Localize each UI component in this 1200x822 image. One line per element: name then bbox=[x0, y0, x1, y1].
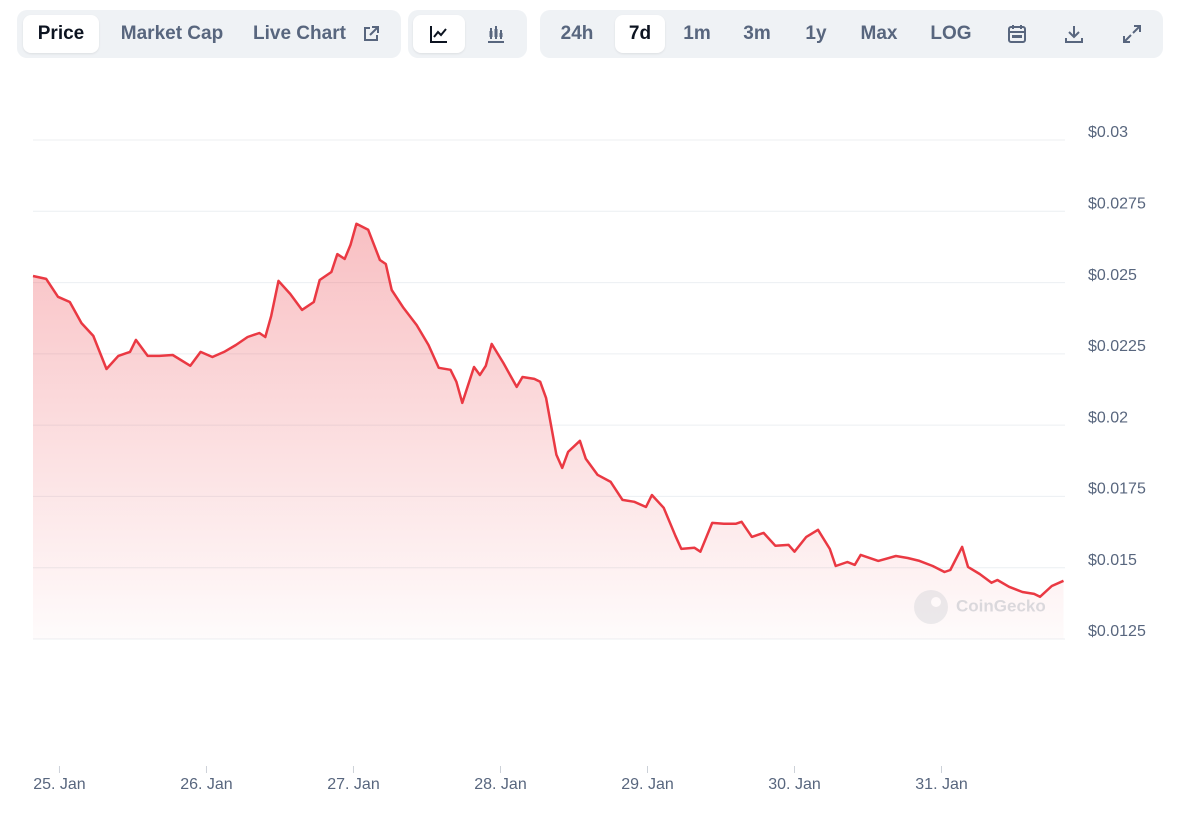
x-tick-label: 31. Jan bbox=[915, 776, 967, 793]
y-tick-label: $0.02 bbox=[1088, 409, 1128, 426]
tab-group: Price Market Cap Live Chart bbox=[17, 10, 401, 58]
range[interactable]: 1m bbox=[683, 23, 711, 44]
watermark-text: CoinGecko bbox=[956, 596, 1046, 615]
x-tick-label: 26. Jan bbox=[180, 776, 232, 793]
x-tick-label: 29. Jan bbox=[621, 776, 673, 793]
tab[interactable]: Price bbox=[23, 15, 99, 53]
y-tick-label: $0.015 bbox=[1088, 552, 1137, 569]
range[interactable]: 3m bbox=[743, 23, 771, 44]
y-tick-label: $0.025 bbox=[1088, 267, 1137, 284]
download-button[interactable] bbox=[1052, 15, 1096, 53]
area bbox=[33, 223, 1064, 640]
line-chart-button[interactable] bbox=[413, 15, 465, 53]
tab[interactable]: Live Chart bbox=[253, 23, 346, 44]
fullscreen-button[interactable] bbox=[1110, 15, 1154, 53]
y-tick-label: $0.0125 bbox=[1088, 623, 1146, 640]
y-tick-label: $0.0275 bbox=[1088, 196, 1146, 213]
price-line bbox=[32, 222, 1065, 599]
y-tick-label: $0.03 bbox=[1088, 124, 1128, 141]
calendar-button[interactable] bbox=[995, 15, 1039, 53]
x-tick-label: 28. Jan bbox=[474, 776, 526, 793]
range[interactable]: 24h bbox=[560, 23, 594, 44]
external-icon bbox=[364, 26, 379, 41]
x-tick-label: 25. Jan bbox=[33, 776, 85, 793]
range[interactable]: 7d bbox=[615, 15, 665, 53]
candle-chart-button[interactable] bbox=[470, 15, 522, 53]
y-tick-label: $0.0175 bbox=[1088, 481, 1146, 498]
x-tick-label: 30. Jan bbox=[768, 776, 820, 793]
tab[interactable]: Market Cap bbox=[120, 23, 224, 44]
range[interactable]: Max bbox=[860, 23, 898, 44]
range-group: 24h 7d 1m 3m 1y Max LOG bbox=[540, 10, 1163, 58]
x-tick-label: 27. Jan bbox=[327, 776, 379, 793]
watermark: CoinGecko bbox=[914, 590, 1046, 624]
y-tick-label: $0.0225 bbox=[1088, 338, 1146, 355]
range[interactable]: LOG bbox=[930, 23, 972, 44]
chart-type-group bbox=[408, 10, 527, 58]
range[interactable]: 1y bbox=[805, 23, 827, 44]
